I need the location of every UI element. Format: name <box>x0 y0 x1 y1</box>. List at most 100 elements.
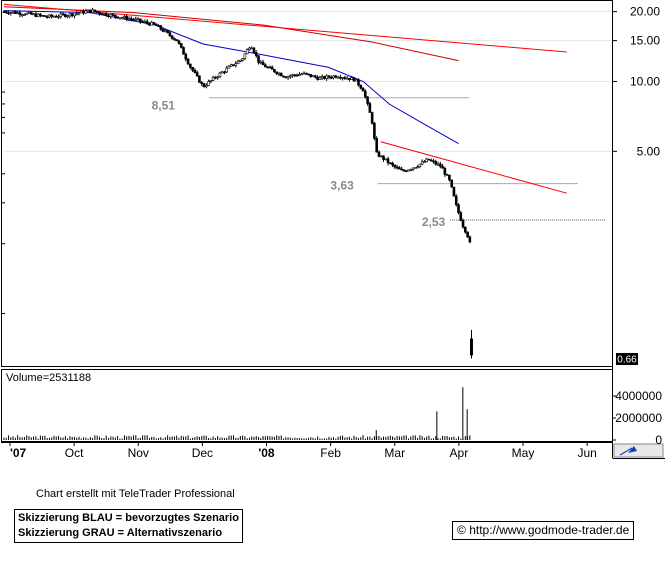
candle-body <box>16 12 19 14</box>
candle-body <box>277 72 281 75</box>
candle-body <box>23 14 26 16</box>
candle-body <box>36 13 40 17</box>
volume-tick-label: 0 <box>655 433 662 447</box>
support-label: 2,53 <box>422 215 446 229</box>
candle-body <box>102 13 106 15</box>
trendline <box>380 141 567 194</box>
candle-body <box>104 13 108 17</box>
candle-body <box>111 14 115 16</box>
candle-body <box>311 75 315 78</box>
candle-body <box>20 14 24 16</box>
candle-body <box>323 76 326 80</box>
candle-body <box>434 161 438 165</box>
candle-body <box>320 76 324 79</box>
support-label: 8,51 <box>152 99 176 113</box>
candle-body <box>136 18 140 21</box>
candle-body <box>45 16 49 18</box>
pointer-icon <box>619 446 637 456</box>
candle-body <box>225 67 229 73</box>
candle-body <box>393 164 397 168</box>
candle-body <box>157 25 160 27</box>
chart-nav-button[interactable] <box>613 443 664 458</box>
candle-body <box>193 70 197 73</box>
candle-body <box>93 9 97 12</box>
candle-body <box>66 15 69 18</box>
candle-body <box>459 212 463 221</box>
candle-body <box>334 75 338 78</box>
candle-body <box>198 75 201 83</box>
y-tick-label: 10.00 <box>630 74 660 88</box>
candle-body <box>452 186 456 197</box>
support-label: 3,63 <box>330 179 354 193</box>
candle-body <box>170 35 174 39</box>
candle-body <box>389 162 392 165</box>
candle-body <box>34 13 38 17</box>
volume-panel <box>1 369 613 442</box>
candle-body <box>245 49 249 55</box>
candle-body <box>64 14 67 18</box>
candle-body <box>329 76 333 79</box>
candle-body <box>364 90 367 98</box>
candle-body <box>348 77 351 80</box>
candle-body <box>252 47 256 53</box>
candle-body <box>7 12 10 15</box>
candle-body <box>327 75 331 78</box>
source-url[interactable]: http://www.godmode-trader.de <box>469 523 630 537</box>
candle-body <box>432 160 435 163</box>
candle-body <box>307 73 310 76</box>
volume-tick-label: 2000000 <box>615 411 662 425</box>
candle-body <box>302 72 306 75</box>
candle-body <box>461 220 465 228</box>
candle-body <box>404 170 408 173</box>
candle-body <box>400 168 403 171</box>
last-candle-body <box>469 338 473 356</box>
candle-body <box>27 12 31 14</box>
candle-body <box>377 151 381 157</box>
candle-body <box>282 75 285 78</box>
candle-body <box>89 9 92 13</box>
candle-body <box>184 54 188 60</box>
candle-body <box>239 59 242 62</box>
scenario-legend: Skizzierung BLAU = bevorzugtes Szenario … <box>14 509 243 543</box>
candle-body <box>248 47 251 50</box>
candle-body <box>273 68 276 73</box>
source-link[interactable]: © http://www.godmode-trader.de <box>452 521 635 540</box>
candle-body <box>4 11 8 14</box>
volume-label: Volume=2531188 <box>6 372 91 384</box>
candle-body <box>386 158 390 164</box>
candle-body <box>295 74 299 77</box>
candle-body <box>409 169 413 171</box>
candle-body <box>275 71 279 75</box>
candle-body <box>284 76 288 79</box>
candle-body <box>11 11 15 14</box>
candle-body <box>443 167 447 175</box>
candle-body <box>43 15 47 17</box>
candle-body <box>61 13 65 16</box>
candle-body <box>391 162 394 166</box>
candle-body <box>14 11 17 14</box>
candle-body <box>164 30 167 33</box>
candle-body <box>418 163 422 168</box>
candle-body <box>191 67 194 71</box>
candle-body <box>457 204 460 213</box>
candle-body <box>166 30 169 33</box>
x-tick-label: May <box>512 446 535 460</box>
candle-body <box>132 18 135 21</box>
candle-body <box>398 167 401 170</box>
y-tick-label: 15.00 <box>630 34 660 48</box>
candle-body <box>420 161 424 165</box>
candle-body <box>195 72 199 77</box>
candle-body <box>298 74 301 76</box>
candle-body <box>209 80 213 82</box>
candle-body <box>91 9 94 13</box>
candle-body <box>214 76 217 79</box>
candle-body <box>189 63 192 68</box>
candle-body <box>352 77 356 82</box>
candle-body <box>268 66 272 69</box>
candle-body <box>466 231 469 238</box>
candle-body <box>84 10 88 14</box>
candle-body <box>32 13 35 16</box>
candle-body <box>450 179 453 188</box>
candle-body <box>150 22 154 26</box>
candle-body <box>79 10 83 14</box>
